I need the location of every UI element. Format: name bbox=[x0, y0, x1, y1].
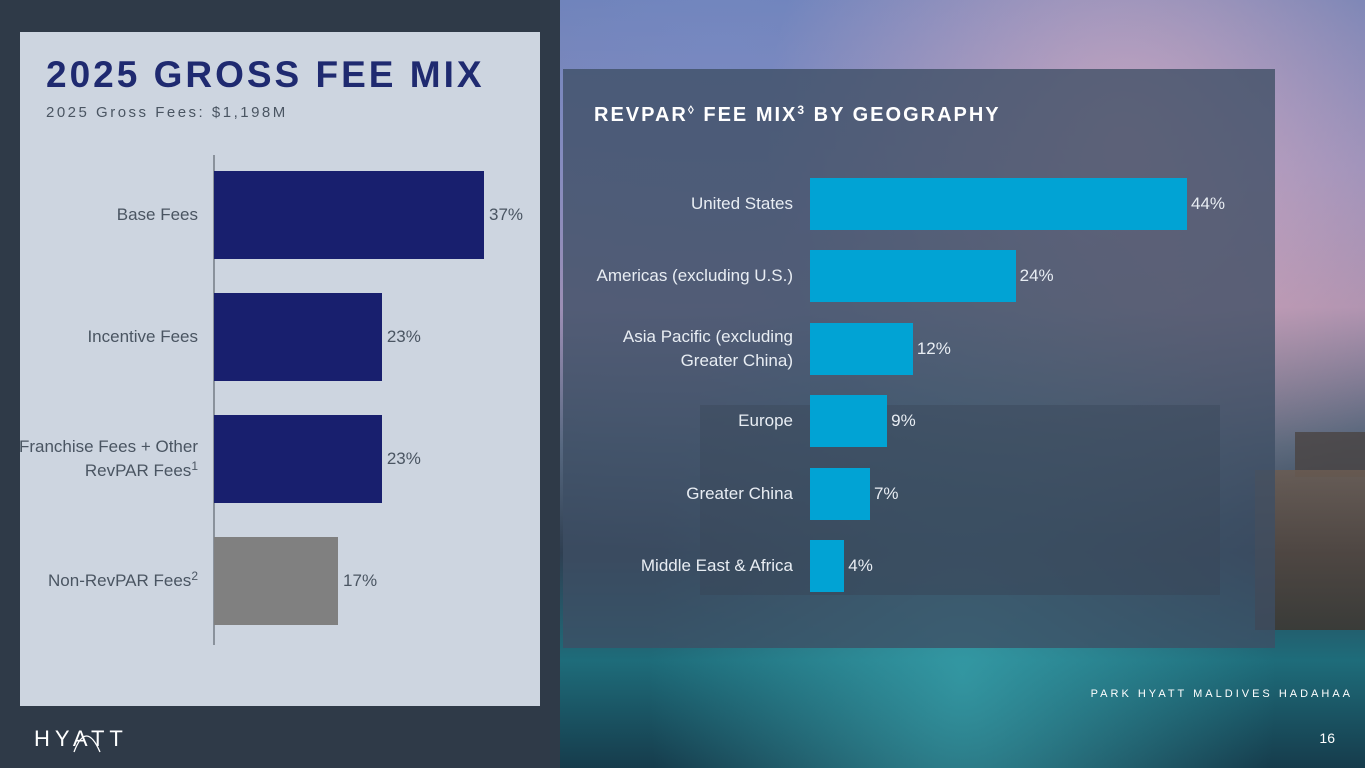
fee-bar bbox=[214, 293, 382, 381]
page-number: 16 bbox=[1319, 730, 1335, 746]
geo-value-label: 44% bbox=[1191, 194, 1226, 213]
fee-value-label: 23% bbox=[386, 327, 421, 346]
geo-bar bbox=[810, 322, 913, 375]
gross-fee-mix-title: 2025 GROSS FEE MIX bbox=[46, 54, 485, 95]
fee-bar bbox=[214, 415, 382, 503]
villa-roof-silhouette bbox=[1295, 432, 1365, 477]
geo-bar bbox=[810, 395, 888, 448]
geography-fee-mix-panel bbox=[563, 69, 1275, 648]
photo-caption: PARK HYATT MALDIVES HADAHAA bbox=[1090, 688, 1353, 700]
fee-value-label: 23% bbox=[386, 449, 421, 468]
fee-category-label: Franchise Fees + Other RevPAR Fees1 bbox=[18, 437, 198, 480]
fee-category-label: Incentive Fees bbox=[87, 327, 198, 346]
geo-bar bbox=[810, 250, 1016, 303]
geo-bar bbox=[810, 178, 1187, 230]
geo-value-label: 9% bbox=[891, 411, 916, 431]
geo-bar bbox=[810, 467, 870, 520]
geo-category-label: Asia Pacific (excluding Greater China) bbox=[622, 326, 793, 370]
geo-category-label: Americas (excluding U.S.) bbox=[596, 266, 793, 286]
logo-arc bbox=[73, 735, 101, 753]
fee-value-label: 37% bbox=[489, 205, 524, 224]
geo-bar bbox=[810, 540, 845, 592]
geo-value-label: 4% bbox=[848, 556, 873, 575]
fee-category-label: Base Fees bbox=[116, 205, 198, 224]
geography-fee-mix-title: REVPAR◊ FEE MIX3 BY GEOGRAPHY bbox=[594, 103, 1001, 126]
hyatt-logo: HYATT bbox=[34, 726, 128, 753]
gross-fees-subtitle: 2025 Gross Fees: $1,198M bbox=[46, 104, 288, 121]
fee-bar bbox=[214, 537, 339, 625]
geo-category-label: United States bbox=[690, 194, 793, 213]
geo-value-label: 7% bbox=[873, 483, 899, 503]
geo-category-label: Middle East & Africa bbox=[640, 556, 793, 575]
fee-chart-axis bbox=[213, 155, 215, 645]
fee-value-label: 17% bbox=[343, 571, 378, 590]
geo-category-label: Greater China bbox=[686, 483, 793, 503]
fee-bar bbox=[214, 171, 484, 259]
geo-value-label: 24% bbox=[1019, 266, 1054, 286]
fee-category-label: Non-RevPAR Fees2 bbox=[48, 569, 198, 590]
hyatt-logo-text: HYATT bbox=[34, 726, 128, 751]
geo-category-label: Europe bbox=[738, 411, 793, 431]
geo-value-label: 12% bbox=[916, 338, 951, 358]
